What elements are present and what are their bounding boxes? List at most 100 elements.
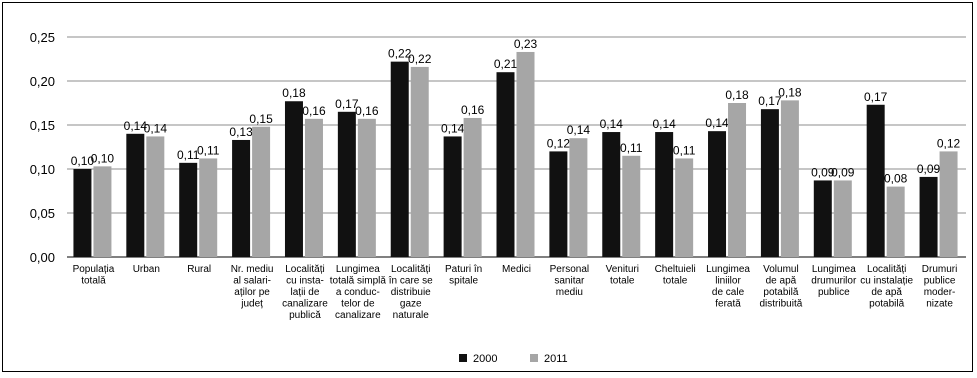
category-label: Medici bbox=[502, 264, 531, 275]
bar-2000 bbox=[549, 151, 568, 257]
data-label-2011: 0,08 bbox=[884, 172, 908, 186]
bar-2011 bbox=[252, 126, 271, 257]
data-label-2000: 0,12 bbox=[547, 136, 571, 150]
data-label-2011: 0,15 bbox=[249, 112, 273, 126]
data-label-2011: 0,22 bbox=[408, 52, 432, 66]
data-label-2011: 0,10 bbox=[91, 151, 115, 165]
category-label-line: al salari- bbox=[233, 276, 271, 287]
chart-frame: 0,00 0,05 0,10 0,15 0,20 0,25 0,10 0,14 0,11 0,13… bbox=[2, 2, 973, 372]
category-label-line: a conduc- bbox=[336, 287, 380, 298]
category-label-line: drumurilor bbox=[811, 276, 857, 287]
bar-2000 bbox=[602, 132, 621, 257]
category-label-line: Localități bbox=[867, 264, 906, 275]
category-label: Nr. mediu al salari-aților pe județ bbox=[231, 264, 274, 310]
bar-chart: 0,00 0,05 0,10 0,15 0,20 0,25 0,10 0,14 0,11 0,13… bbox=[30, 30, 966, 365]
category-label-line: Populația bbox=[73, 264, 115, 275]
data-label-2011: 0,14 bbox=[567, 123, 591, 137]
category-label-line: Urban bbox=[133, 264, 160, 275]
data-label-2000: 0,18 bbox=[282, 86, 306, 100]
data-label-2011: 0,09 bbox=[831, 165, 855, 179]
bar-2000 bbox=[337, 111, 356, 257]
bar-2000 bbox=[813, 180, 832, 257]
category-label-line: distribuie bbox=[391, 287, 431, 298]
bar-2000 bbox=[708, 131, 727, 257]
category-label-line: publice bbox=[818, 287, 850, 298]
legend-swatch-2000 bbox=[459, 354, 467, 362]
bar-2011 bbox=[886, 186, 905, 257]
category-label-line: lații de bbox=[291, 287, 320, 298]
data-label-2000: 0,09 bbox=[811, 165, 835, 179]
bar-2000 bbox=[760, 109, 779, 257]
category-label-line: sanitar bbox=[554, 276, 585, 287]
category-label: Localități în care se distribuie gaze natura… bbox=[388, 264, 433, 321]
data-label-2000: 0,13 bbox=[229, 125, 253, 139]
category-label-line: totale bbox=[610, 276, 635, 287]
category-label-line: cu instalație bbox=[860, 276, 913, 287]
data-label-2011: 0,23 bbox=[514, 37, 538, 51]
data-label-2000: 0,22 bbox=[388, 47, 412, 61]
category-label-line: Medici bbox=[502, 264, 531, 275]
bar-2011 bbox=[146, 136, 165, 257]
bar-2011 bbox=[357, 118, 376, 257]
data-label-2011: 0,18 bbox=[778, 85, 802, 99]
data-label-2011: 0,18 bbox=[725, 88, 749, 102]
category-label: Drumuri publice moder-nizate bbox=[922, 264, 958, 310]
category-label-line: distribuită bbox=[760, 299, 803, 310]
y-tick-label: 0,10 bbox=[30, 162, 55, 177]
legend-label-2000: 2000 bbox=[473, 353, 497, 365]
y-tick-label: 0,00 bbox=[30, 250, 55, 265]
bar-2000 bbox=[919, 176, 938, 257]
category-label-line: potabilă bbox=[869, 299, 904, 310]
category-label-line: de apă bbox=[871, 287, 902, 298]
y-tick-label: 0,15 bbox=[30, 118, 55, 133]
bar-2011 bbox=[569, 138, 588, 257]
category-label-line: cu insta- bbox=[286, 276, 324, 287]
category-label-line: Venituri bbox=[606, 264, 639, 275]
category-label-line: Lungimea bbox=[336, 264, 380, 275]
category-label-line: de cale bbox=[712, 287, 745, 298]
data-label-2000: 0,17 bbox=[864, 90, 888, 104]
bar-2011 bbox=[728, 103, 747, 257]
bar-2011 bbox=[93, 166, 112, 257]
bar-2011 bbox=[622, 155, 641, 257]
data-label-2000: 0,21 bbox=[494, 57, 518, 71]
category-label-line: totale bbox=[663, 276, 688, 287]
bar-2011 bbox=[675, 158, 694, 257]
category-label-line: nizate bbox=[926, 299, 953, 310]
data-label-2000: 0,14 bbox=[705, 116, 729, 130]
category-label: Lungimea drumurilor publice bbox=[811, 264, 857, 298]
category-label-line: canalizare bbox=[335, 310, 381, 321]
y-tick-label: 0,20 bbox=[30, 74, 55, 89]
category-label-line: naturale bbox=[393, 310, 430, 321]
data-label-2000: 0,14 bbox=[441, 121, 465, 135]
category-label-line: Rural bbox=[187, 264, 211, 275]
bar-2000 bbox=[443, 136, 462, 257]
bar-2011 bbox=[939, 151, 958, 257]
bar-2000 bbox=[390, 61, 409, 257]
data-label-2011: 0,14 bbox=[144, 121, 168, 135]
bar-2000 bbox=[496, 72, 515, 257]
data-label-2011: 0,11 bbox=[620, 141, 643, 155]
bar-2011 bbox=[410, 66, 429, 257]
data-label-2000: 0,14 bbox=[652, 117, 676, 131]
category-label-line: ferată bbox=[715, 299, 741, 310]
category-label: Populația totală bbox=[73, 264, 115, 287]
category-label: Localități cu instalație de apă potabilă bbox=[860, 264, 913, 310]
category-label-line: Localități bbox=[285, 264, 324, 275]
bar-2011 bbox=[304, 118, 323, 257]
bar-2011 bbox=[780, 100, 799, 257]
category-label-line: mediu bbox=[556, 287, 583, 298]
category-label-line: liniilor bbox=[715, 276, 741, 287]
category-label-line: Personal bbox=[550, 264, 589, 275]
category-label-line: moder- bbox=[924, 287, 956, 298]
data-label-2000: 0,17 bbox=[758, 94, 782, 108]
category-label: Localități cu insta-lații de canalizare pub… bbox=[282, 264, 328, 321]
data-label-2011: 0,11 bbox=[197, 143, 220, 157]
bar-2000 bbox=[126, 133, 145, 257]
category-label-line: Lungimea bbox=[812, 264, 856, 275]
category-label-line: Paturi în bbox=[445, 264, 482, 275]
bar-2011 bbox=[199, 158, 218, 257]
data-label-2011: 0,12 bbox=[937, 136, 961, 150]
category-label-line: Nr. mediu bbox=[231, 264, 274, 275]
data-label-2011: 0,11 bbox=[673, 143, 696, 157]
